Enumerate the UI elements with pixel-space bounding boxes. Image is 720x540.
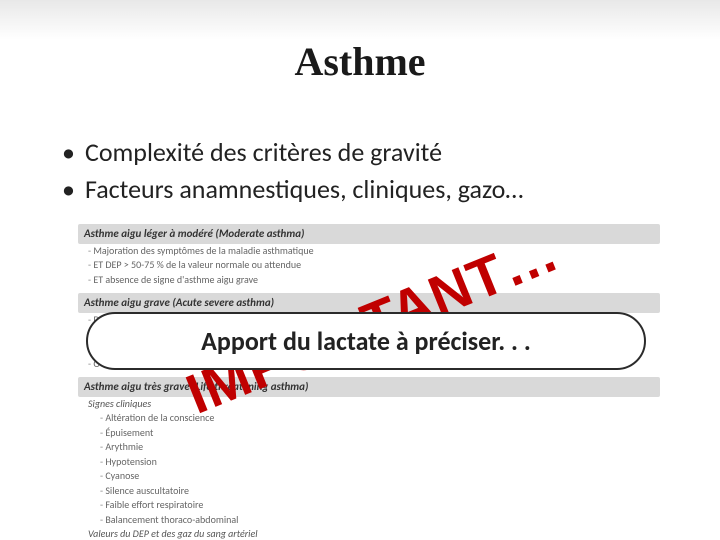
bg-line: Majoration des symptômes de la maladie a… xyxy=(78,244,660,259)
bullet-list: • Complexité des critères de gravité • F… xyxy=(62,136,680,209)
slide: Asthme • Complexité des critères de grav… xyxy=(0,0,720,540)
bg-line: Hypotension xyxy=(78,455,660,470)
bg-subhead: Valeurs du DEP et des gaz du sang artéri… xyxy=(78,527,660,540)
bg-line: Épuisement xyxy=(78,426,660,441)
bg-section-head: Asthme aigu grave (Acute severe asthma) xyxy=(78,293,660,313)
bullet-item: • Facteurs anamnestiques, cliniques, gaz… xyxy=(62,173,680,206)
callout-text: Apport du lactate à préciser. . . xyxy=(201,325,531,357)
bullet-item: • Complexité des critères de gravité xyxy=(62,136,680,169)
bg-subhead: Signes cliniques xyxy=(78,397,660,412)
bullet-text: Facteurs anamnestiques, cliniques, gazo… xyxy=(85,173,523,206)
bullet-dot-icon: • xyxy=(62,173,75,206)
bg-line: Silence auscultatoire xyxy=(78,484,660,499)
bg-line: Altération de la conscience xyxy=(78,411,660,426)
bg-section-head: Asthme aigu très grave (Life threatening… xyxy=(78,377,660,397)
page-title: Asthme xyxy=(0,38,720,85)
bg-line: Arythmie xyxy=(78,440,660,455)
bg-section-head: Asthme aigu léger à modéré (Moderate ast… xyxy=(78,224,660,244)
callout-bubble: Apport du lactate à préciser. . . xyxy=(86,312,646,370)
bg-line: Faible effort respiratoire xyxy=(78,498,660,513)
bg-line: ET DEP > 50-75 % de la valeur normale ou… xyxy=(78,258,660,273)
background-table: Asthme aigu léger à modéré (Moderate ast… xyxy=(78,218,660,540)
bg-line: ET absence de signe d'asthme aigu grave xyxy=(78,273,660,288)
bullet-dot-icon: • xyxy=(62,136,75,169)
bg-line: Balancement thoraco-abdominal xyxy=(78,513,660,528)
bullet-text: Complexité des critères de gravité xyxy=(85,136,442,169)
bg-line: Cyanose xyxy=(78,469,660,484)
